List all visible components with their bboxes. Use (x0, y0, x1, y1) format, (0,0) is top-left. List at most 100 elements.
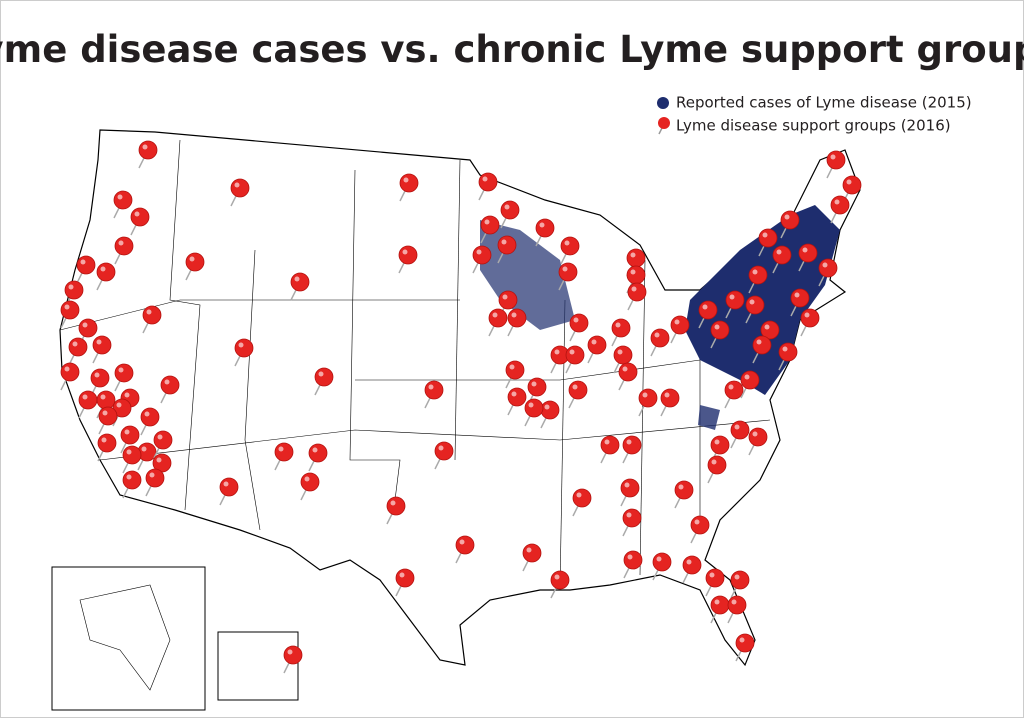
pin (758, 228, 778, 248)
pin-highlight (428, 384, 434, 390)
pin-highlight (117, 194, 123, 200)
pin (682, 555, 702, 575)
pin-highlight (144, 411, 150, 417)
pin-highlight (72, 341, 78, 347)
pin-highlight (504, 204, 510, 210)
pin-highlight (714, 324, 720, 330)
pin-highlight (714, 439, 720, 445)
pin (524, 398, 544, 418)
pin (98, 406, 118, 426)
pin (674, 480, 694, 500)
pin (90, 368, 110, 388)
pin-highlight (576, 492, 582, 498)
pin (842, 175, 862, 195)
pin (130, 207, 150, 227)
pin-highlight (626, 512, 632, 518)
pin-highlight (729, 294, 735, 300)
pin-highlight (118, 240, 124, 246)
pin-highlight (749, 299, 755, 305)
pin-highlight (686, 559, 692, 565)
pin-highlight (126, 474, 132, 480)
pin-highlight (64, 304, 70, 310)
pin (140, 407, 160, 427)
pin-highlight (656, 556, 662, 562)
pin-highlight (784, 214, 790, 220)
pin-highlight (64, 366, 70, 372)
pin (565, 345, 585, 365)
pin (96, 262, 116, 282)
pin (434, 441, 454, 461)
pin (622, 435, 642, 455)
pin (623, 550, 643, 570)
pin-highlight (756, 339, 762, 345)
pin (64, 280, 84, 300)
pin (500, 200, 520, 220)
pin (122, 445, 142, 465)
pin (76, 255, 96, 275)
pin (122, 470, 142, 490)
pin (424, 380, 444, 400)
pin-highlight (68, 284, 74, 290)
pin (558, 262, 578, 282)
pin (478, 172, 498, 192)
pin-highlight (804, 312, 810, 318)
pin-highlight (304, 476, 310, 482)
pin-highlight (539, 222, 545, 228)
pin (219, 477, 239, 497)
pin (540, 400, 560, 420)
pin-highlight (709, 572, 715, 578)
pin (818, 258, 838, 278)
pin-highlight (141, 446, 147, 452)
pin (698, 300, 718, 320)
pin-highlight (124, 392, 130, 398)
pin-highlight (484, 219, 490, 225)
pin-highlight (96, 339, 102, 345)
pin (587, 335, 607, 355)
pin-highlight (802, 247, 808, 253)
pin-highlight (544, 404, 550, 410)
pin (724, 380, 744, 400)
pin (78, 390, 98, 410)
pin (274, 442, 294, 462)
pin-highlight (459, 539, 465, 545)
pin-highlight (82, 394, 88, 400)
legend-swatch (657, 97, 669, 109)
pin-highlight (591, 339, 597, 345)
pin (505, 360, 525, 380)
pin-highlight (511, 312, 517, 318)
pin-highlight (102, 410, 108, 416)
pin-highlight (622, 366, 628, 372)
pin-highlight (142, 144, 148, 150)
pin (772, 245, 792, 265)
pin-highlight (390, 500, 396, 506)
pin-highlight (476, 249, 482, 255)
pin (611, 318, 631, 338)
pin-highlight (569, 349, 575, 355)
pin-highlight (157, 434, 163, 440)
pin-highlight (80, 259, 86, 265)
pin-highlight (234, 182, 240, 188)
pin (569, 313, 589, 333)
pin (308, 443, 328, 463)
pin-highlight (554, 574, 560, 580)
pin (113, 190, 133, 210)
pin-highlight (624, 482, 630, 488)
pin-highlight (626, 439, 632, 445)
pin-highlight (744, 374, 750, 380)
pin-highlight (100, 394, 106, 400)
pin-highlight (702, 304, 708, 310)
pin (300, 472, 320, 492)
pin (97, 433, 117, 453)
pin (398, 245, 418, 265)
pin-highlight (101, 437, 107, 443)
pin-highlight (674, 319, 680, 325)
pin-highlight (762, 232, 768, 238)
pin (498, 290, 518, 310)
pin (234, 338, 254, 358)
pin (120, 425, 140, 445)
pin (660, 388, 680, 408)
pin (745, 295, 765, 315)
pin-highlight (739, 637, 745, 643)
